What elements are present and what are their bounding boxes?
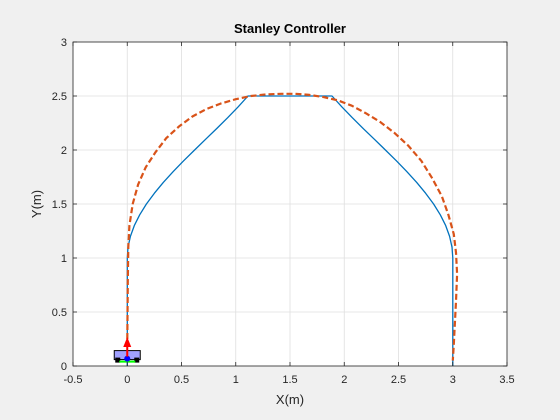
y-tick-label: 1 — [61, 253, 67, 265]
y-tick-label: 2.5 — [52, 91, 67, 103]
x-tick-label: 3 — [450, 374, 456, 386]
y-tick-label: 3 — [61, 37, 67, 49]
series-line-2 — [126, 92, 459, 361]
x-tick-label: 1 — [233, 374, 239, 386]
x-tick-label: 3.5 — [499, 374, 514, 386]
y-tick-label: 0.5 — [52, 307, 67, 319]
data-layer — [126, 92, 459, 366]
x-tick-label: 2 — [341, 374, 347, 386]
vehicle-wheel-left — [115, 357, 121, 363]
vehicle-center-point — [124, 355, 131, 362]
x-axis-label: X(m) — [276, 392, 304, 407]
y-tick-label: 1.5 — [52, 199, 67, 211]
x-tick-label: 2.5 — [391, 374, 406, 386]
heading-arrow-head — [123, 337, 132, 347]
x-tick-label: 0 — [124, 374, 130, 386]
x-tick-label: -0.5 — [64, 374, 83, 386]
x-tick-label: 1.5 — [282, 374, 297, 386]
vehicle — [113, 337, 141, 363]
y-axis-label: Y(m) — [29, 190, 44, 218]
ticks: -0.5 0 0.5 1 1.5 2 2.5 3 3.500.511.522.53 — [52, 37, 515, 386]
series-line-1 — [126, 95, 454, 366]
y-tick-label: 0 — [61, 361, 67, 373]
chart-title: Stanley Controller — [234, 21, 346, 36]
vehicle-wheel-right — [134, 357, 140, 363]
x-tick-label: 0.5 — [174, 374, 189, 386]
y-tick-label: 2 — [61, 145, 67, 157]
